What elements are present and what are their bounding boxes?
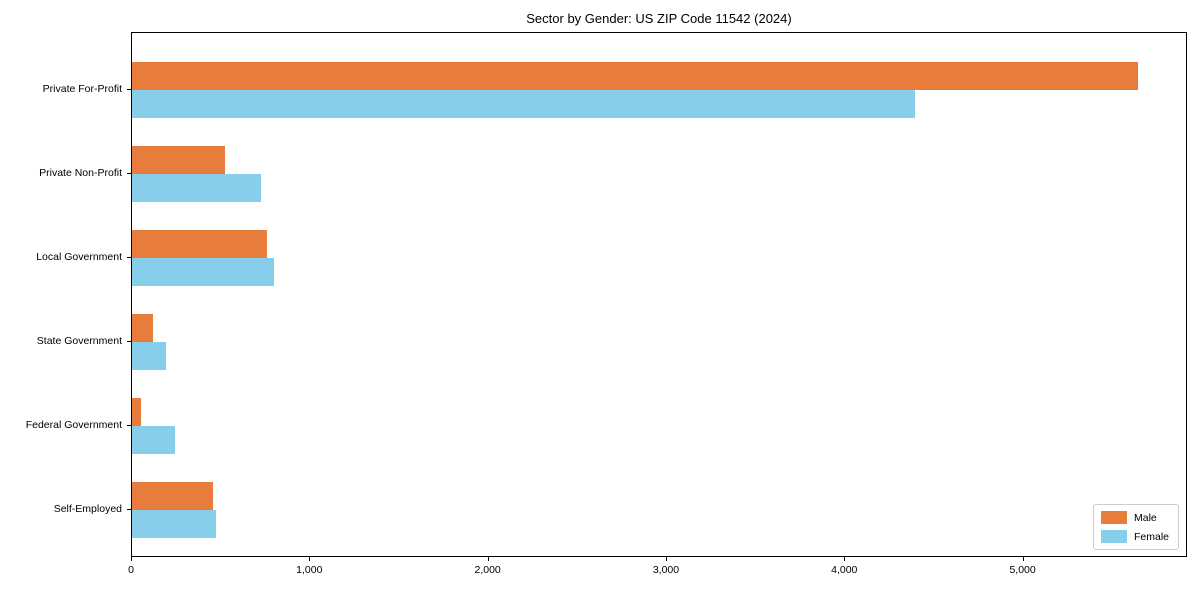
x-tick-label: 3,000 [652,564,680,576]
y-tick-mark [127,89,131,90]
x-tick-mark [844,557,846,561]
x-tick-label: 4,000 [831,564,858,576]
x-tick-mark [1022,557,1024,561]
chart-title: Sector by Gender: US ZIP Code 11542 (202… [526,11,792,26]
y-tick-label: Federal Government [25,419,122,431]
x-tick-label: 0 [128,564,134,576]
y-tick-mark [127,509,131,510]
legend-entry-female: Female [1100,530,1169,543]
y-tick-mark [127,257,131,258]
bar-male-0 [132,62,1138,90]
bar-female-4 [132,426,175,454]
legend-entry-male: Male [1100,511,1169,524]
x-tick-mark [309,557,311,561]
x-tick-mark [487,557,489,561]
y-tick-label: State Government [36,335,122,347]
x-tick-label: 2,000 [474,564,501,576]
x-tick-label: 5,000 [1009,564,1036,576]
y-tick-label: Local Government [36,251,122,263]
legend-swatch-female [1100,530,1127,543]
x-tick-mark [665,557,667,561]
y-tick-mark [127,173,131,174]
legend: Male Female [1092,504,1179,550]
bar-female-3 [132,342,167,370]
bar-male-5 [132,482,214,510]
x-tick-mark [131,557,132,561]
legend-label-female: Female [1133,530,1169,543]
bar-female-0 [132,90,916,118]
bar-female-5 [132,510,216,538]
plot-area: Male Female [131,32,1187,557]
y-tick-label: Private Non-Profit [39,167,122,179]
bar-male-4 [132,398,141,426]
bar-male-3 [132,314,154,342]
bar-female-2 [132,258,275,286]
x-tick-label: 1,000 [296,564,323,576]
y-tick-label: Private For-Profit [42,83,122,95]
y-tick-mark [127,341,131,342]
bar-male-2 [132,230,268,258]
y-tick-label: Self-Employed [53,503,122,515]
legend-label-male: Male [1133,511,1157,524]
bar-male-1 [132,146,226,174]
legend-swatch-male [1100,511,1127,524]
bar-female-1 [132,174,262,202]
y-tick-mark [127,425,131,426]
